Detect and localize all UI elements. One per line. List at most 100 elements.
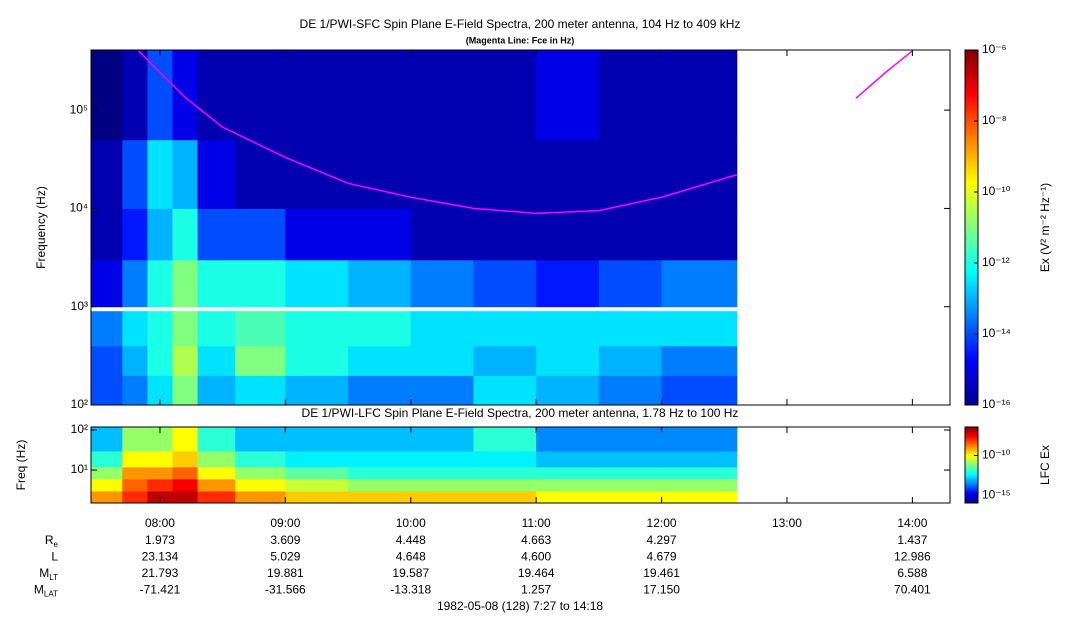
spectrogram-cell (197, 208, 236, 261)
spectrogram-cell (197, 466, 236, 480)
spectrogram-cell (536, 466, 600, 480)
ephemeris-value: 4.600 (521, 550, 551, 564)
colorbar-label: LFC Ex (1038, 445, 1052, 485)
spectrogram-cell (235, 139, 286, 209)
spectrogram-cell (661, 311, 738, 347)
spectrogram-cell (536, 139, 600, 209)
spectrogram-cell (661, 466, 738, 480)
spectrogram-cell (235, 375, 286, 406)
spectrogram-cell (285, 466, 349, 480)
spectrogram-cell (285, 450, 349, 468)
spectrogram-cell (122, 427, 148, 452)
spectrogram-cell (661, 478, 738, 492)
spectrogram-cell (235, 450, 286, 468)
spectrogram-cell (536, 259, 600, 308)
spectrogram-cell (348, 208, 412, 261)
spectrogram-cell (410, 311, 474, 347)
spectrogram-cell (147, 208, 174, 261)
x-tick-label: 08:00 (145, 516, 175, 530)
spectrogram-cell (598, 345, 663, 376)
spectrogram-cell (285, 345, 349, 376)
spectrogram-cell (348, 466, 412, 480)
spectrogram-cell (598, 139, 663, 209)
spectrogram-cell (536, 345, 600, 376)
y-axis-label: Freq (Hz) (14, 440, 28, 491)
spectrogram-cell (172, 139, 199, 209)
spectrogram-cell (410, 345, 474, 376)
colorbar-tick-label: 10⁻¹⁰ (982, 184, 1011, 198)
spectrogram-cell (122, 466, 148, 480)
y-tick-label: 10¹ (71, 462, 88, 476)
ephemeris-value: 19.461 (643, 566, 680, 580)
spectrogram-cell (536, 450, 600, 468)
ephemeris-value: 6.588 (897, 566, 927, 580)
spectrogram-cell (598, 375, 663, 406)
spectrogram-cell (122, 311, 148, 347)
spectrogram-cell (348, 345, 412, 376)
x-tick-label: 12:00 (647, 516, 677, 530)
y-tick-label: 10² (71, 397, 88, 411)
spectrogram-cell (235, 50, 286, 141)
spectrogram-cell (536, 427, 600, 452)
spectrogram-cell (122, 478, 148, 492)
ephemeris-name: M (34, 583, 44, 597)
spectrogram-cell (122, 208, 148, 261)
spectrogram-cell (661, 427, 738, 452)
ephemeris-value: 4.648 (396, 550, 426, 564)
ephemeris-value: 1.437 (897, 533, 927, 547)
spectrogram-cell (598, 427, 663, 452)
ephemeris-value: 1.257 (521, 583, 551, 597)
ephemeris-value: 17.150 (643, 583, 680, 597)
spectrogram-cell (122, 345, 148, 376)
colorbar-tick-label: 10⁻⁸ (982, 113, 1007, 127)
spectrogram-cell (235, 208, 286, 261)
spectrogram-cell (122, 259, 148, 308)
spectrogram-cell (473, 50, 537, 141)
spectrogram-cell (598, 490, 663, 504)
spectrogram-cell (172, 345, 199, 376)
ephemeris-label: Re (45, 533, 59, 549)
spectrogram-cell (285, 139, 349, 209)
spectrogram-cell (348, 478, 412, 492)
spectrogram-cell (473, 466, 537, 480)
spectrogram-cell (197, 50, 236, 141)
x-tick-label: 14:00 (897, 516, 927, 530)
spectrogram-cell (536, 50, 600, 141)
ephemeris-value: 4.679 (647, 550, 677, 564)
colorbar-tick-label: 10⁻¹⁴ (982, 326, 1011, 340)
spectrogram-cell (122, 50, 148, 141)
spectrogram-cell (122, 490, 148, 504)
spectrogram-cell (172, 50, 199, 141)
spectrogram-cell (473, 139, 537, 209)
y-tick-label: 10² (71, 422, 88, 436)
chart-subtitle: (Magenta Line: Fce in Hz) (466, 35, 575, 45)
spectrogram-cell (473, 490, 537, 504)
spectrogram-cell (473, 311, 537, 347)
colorbar-tick-label: 10⁻¹⁵ (982, 487, 1011, 501)
x-tick-label: 11:00 (522, 516, 551, 530)
spectrogram-cell (598, 50, 663, 141)
spectrogram-cell (147, 478, 174, 492)
x-tick-label: 09:00 (270, 516, 300, 530)
spectrogram-cell (197, 345, 236, 376)
spectrogram-cell (147, 450, 174, 468)
spectrogram-cell (172, 208, 199, 261)
spectrogram-cell (410, 490, 474, 504)
ephemeris-value: 12.986 (894, 550, 931, 564)
spectrogram-cell (197, 375, 236, 406)
spectrogram-cell (536, 478, 600, 492)
spectrogram-cell (172, 375, 199, 406)
ephemeris-sub: LT (49, 573, 58, 582)
colorbar-label: Ex (V² m⁻² Hz⁻¹) (1038, 183, 1052, 272)
colorbar (964, 426, 979, 504)
spectrogram-cell (91, 311, 123, 347)
spectrogram-cell (410, 259, 474, 308)
spectrogram-cell (147, 139, 174, 209)
ephemeris-value: 19.464 (518, 566, 555, 580)
spectrogram-cell (598, 466, 663, 480)
spectrogram-cell (661, 50, 738, 141)
spectrogram-cell (598, 311, 663, 347)
y-axis-label: Frequency (Hz) (34, 186, 48, 269)
spectrogram-cell (122, 450, 148, 468)
spectrogram-cell (473, 375, 537, 406)
